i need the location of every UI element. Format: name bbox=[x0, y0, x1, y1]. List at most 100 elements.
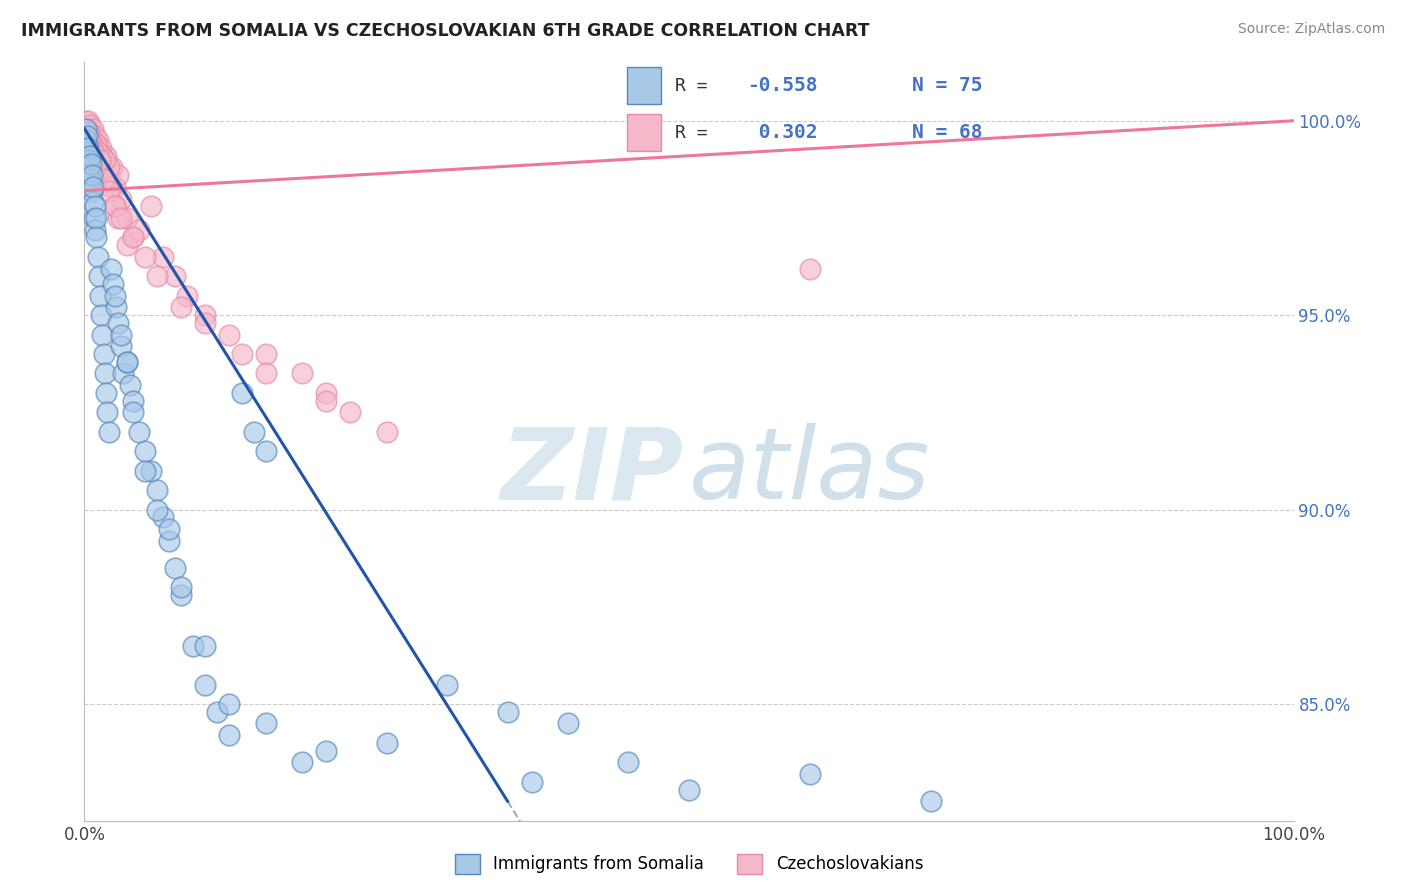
Point bbox=[93, 161, 115, 175]
Point bbox=[128, 222, 150, 236]
Point bbox=[77, 133, 100, 147]
Point bbox=[82, 168, 104, 182]
Text: ZIP: ZIP bbox=[501, 424, 683, 520]
Point bbox=[107, 168, 129, 182]
Point bbox=[97, 184, 120, 198]
Point bbox=[231, 386, 253, 401]
Point bbox=[291, 756, 314, 770]
Point bbox=[315, 744, 337, 758]
Point bbox=[83, 145, 105, 159]
Point bbox=[86, 133, 108, 147]
Point bbox=[76, 129, 98, 144]
Point bbox=[90, 164, 112, 178]
Text: -0.558: -0.558 bbox=[747, 76, 817, 95]
Point bbox=[146, 269, 169, 284]
Point bbox=[77, 153, 100, 167]
Point bbox=[799, 261, 821, 276]
Point bbox=[194, 316, 217, 330]
Point bbox=[799, 767, 821, 781]
Point bbox=[104, 199, 127, 213]
Point bbox=[170, 301, 193, 315]
Point bbox=[79, 129, 101, 144]
Point bbox=[86, 137, 108, 152]
Point bbox=[104, 199, 127, 213]
Point bbox=[254, 367, 277, 381]
Point bbox=[134, 444, 156, 458]
Point bbox=[436, 677, 458, 691]
Point bbox=[194, 308, 217, 322]
Point bbox=[90, 141, 112, 155]
Point bbox=[94, 172, 117, 186]
Point bbox=[86, 145, 108, 159]
Point bbox=[165, 269, 187, 284]
Point bbox=[115, 355, 138, 369]
Point bbox=[115, 211, 138, 225]
Point bbox=[103, 277, 125, 291]
Point bbox=[254, 444, 277, 458]
Point bbox=[107, 211, 129, 225]
Text: IMMIGRANTS FROM SOMALIA VS CZECHOSLOVAKIAN 6TH GRADE CORRELATION CHART: IMMIGRANTS FROM SOMALIA VS CZECHOSLOVAKI… bbox=[21, 22, 869, 40]
Point bbox=[97, 172, 120, 186]
Point bbox=[94, 386, 117, 401]
Point bbox=[181, 639, 204, 653]
Point bbox=[107, 316, 129, 330]
Point bbox=[678, 782, 700, 797]
Point bbox=[89, 153, 111, 167]
Point bbox=[496, 705, 519, 719]
Point bbox=[146, 502, 169, 516]
Point bbox=[139, 199, 162, 213]
Point bbox=[557, 716, 579, 731]
Point bbox=[101, 161, 124, 175]
Text: 0.302: 0.302 bbox=[747, 123, 817, 143]
Legend: Immigrants from Somalia, Czechoslovakians: Immigrants from Somalia, Czechoslovakian… bbox=[449, 847, 929, 880]
Point bbox=[104, 289, 127, 303]
Point bbox=[920, 794, 942, 808]
Point bbox=[339, 405, 361, 419]
Text: R =: R = bbox=[675, 124, 718, 142]
Point bbox=[75, 121, 97, 136]
Point bbox=[77, 161, 100, 175]
Point bbox=[82, 121, 104, 136]
Point bbox=[157, 533, 180, 548]
Point bbox=[84, 153, 107, 167]
Point bbox=[84, 129, 107, 144]
Point bbox=[97, 161, 120, 175]
Point bbox=[86, 250, 108, 264]
Point bbox=[91, 149, 114, 163]
Point bbox=[93, 172, 115, 186]
Point bbox=[218, 728, 240, 742]
Point bbox=[254, 347, 277, 361]
Point bbox=[120, 378, 142, 392]
Point bbox=[110, 192, 132, 206]
Point bbox=[80, 184, 103, 198]
Point bbox=[86, 145, 108, 159]
Bar bbox=[627, 67, 661, 104]
Point bbox=[242, 425, 264, 439]
Point bbox=[254, 716, 277, 731]
Point bbox=[76, 121, 98, 136]
Point bbox=[80, 133, 103, 147]
Point bbox=[84, 222, 107, 236]
Point bbox=[79, 149, 101, 163]
Point bbox=[87, 156, 110, 170]
Point bbox=[77, 113, 100, 128]
Point bbox=[194, 639, 217, 653]
Point bbox=[146, 483, 169, 497]
Bar bbox=[627, 114, 661, 152]
Point bbox=[83, 199, 105, 213]
Point bbox=[112, 367, 135, 381]
Point bbox=[110, 327, 132, 342]
Point bbox=[152, 510, 174, 524]
Point bbox=[76, 145, 98, 159]
Point bbox=[86, 161, 108, 175]
Point bbox=[93, 347, 115, 361]
Point bbox=[89, 289, 111, 303]
Point bbox=[79, 172, 101, 186]
Text: N = 68: N = 68 bbox=[912, 123, 983, 143]
Point bbox=[207, 705, 229, 719]
Point bbox=[110, 339, 132, 353]
Point bbox=[152, 250, 174, 264]
Point bbox=[82, 195, 104, 210]
Point bbox=[91, 327, 114, 342]
Point bbox=[134, 250, 156, 264]
